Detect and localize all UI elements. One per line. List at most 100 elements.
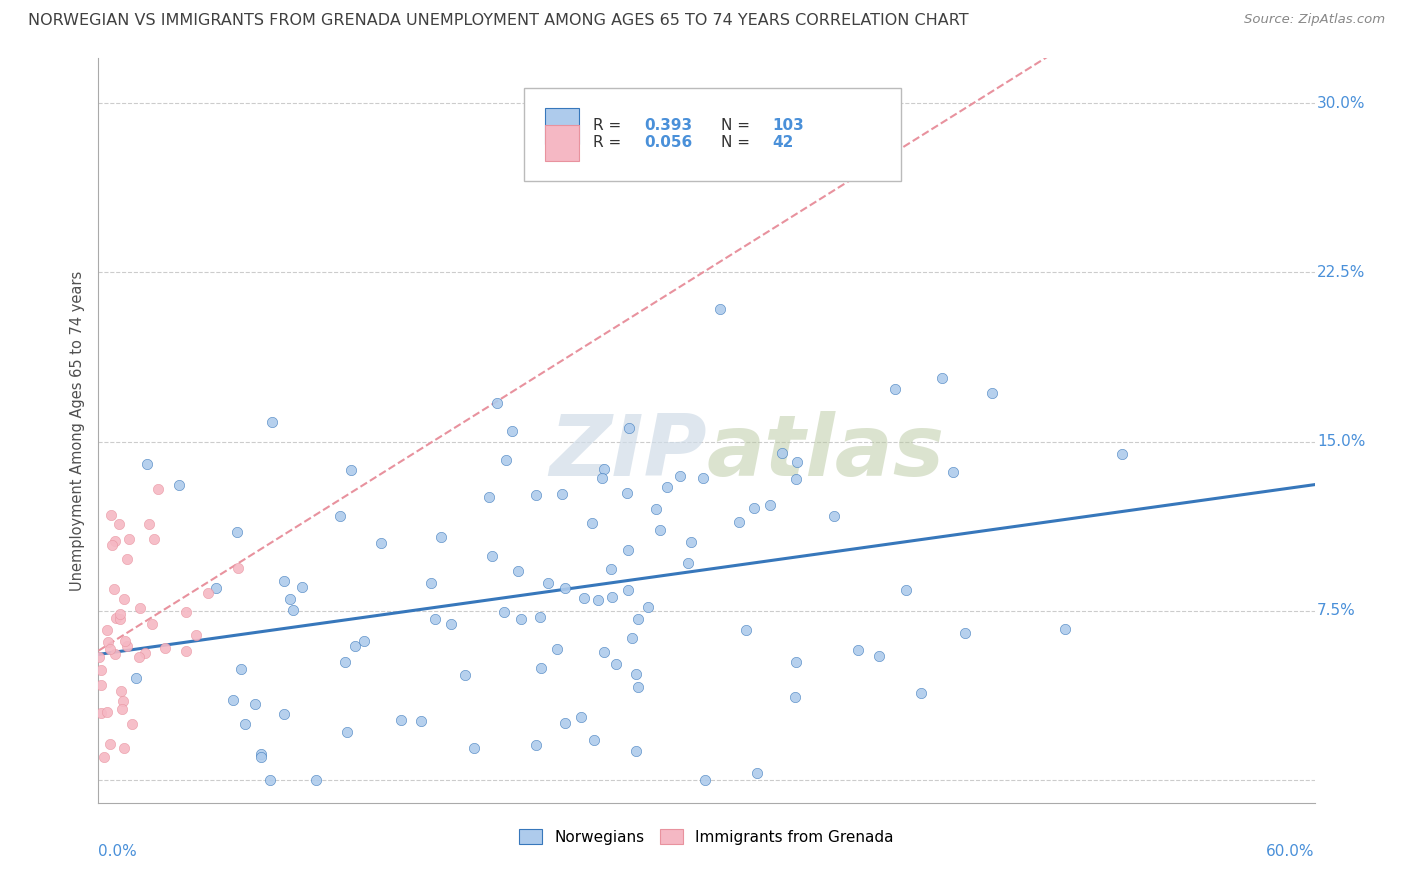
Point (226, 524, 249, 539)
Point (136, 457, 159, 471)
Point (114, 633, 136, 648)
Point (98, 642, 121, 657)
Point (537, 575, 560, 590)
Point (153, 640, 176, 655)
Point (616, 583, 638, 598)
Point (1111, 447, 1133, 461)
Text: N =: N = (721, 136, 755, 151)
Point (90, 677, 112, 691)
Point (569, 710, 592, 724)
Point (524, 488, 547, 502)
Point (115, 639, 138, 653)
Point (624, 744, 647, 758)
Point (551, 487, 574, 501)
Point (770, 445, 793, 459)
Point (591, 471, 613, 485)
Point (645, 502, 668, 516)
Point (692, 471, 714, 485)
Text: 0.0%: 0.0% (98, 844, 138, 859)
Point (785, 472, 807, 486)
Point (627, 680, 650, 694)
Text: 15.0%: 15.0% (1317, 434, 1365, 450)
Point (100, 508, 122, 523)
Point (679, 535, 702, 549)
Point (273, 574, 295, 589)
Point (510, 612, 533, 626)
Point (657, 480, 679, 494)
FancyBboxPatch shape (524, 87, 901, 181)
Point (650, 523, 672, 537)
Text: N =: N = (721, 119, 755, 133)
Point (101, 538, 124, 552)
Point (530, 660, 553, 674)
Bar (544, 125, 579, 161)
Point (409, 714, 432, 728)
Point (134, 646, 156, 660)
Point (184, 627, 207, 641)
Point (734, 623, 756, 637)
Point (112, 741, 135, 756)
Point (233, 717, 256, 731)
Point (138, 517, 160, 532)
Point (506, 564, 529, 578)
Point (747, 766, 769, 780)
Point (250, 749, 273, 764)
Point (894, 582, 917, 597)
Point (96, 623, 118, 637)
Point (676, 557, 699, 571)
Text: R =: R = (593, 119, 627, 133)
Point (709, 301, 731, 316)
Point (128, 650, 150, 665)
Point (129, 601, 152, 615)
Text: 30.0%: 30.0% (1317, 95, 1365, 111)
Text: 0.393: 0.393 (644, 119, 693, 133)
Point (110, 684, 132, 698)
Point (616, 543, 638, 558)
Point (353, 634, 375, 648)
Point (333, 655, 356, 669)
Point (440, 616, 463, 631)
Point (243, 697, 266, 711)
Point (112, 591, 135, 606)
Point (370, 535, 392, 549)
Point (592, 462, 614, 476)
Point (108, 516, 131, 531)
Point (1053, 623, 1076, 637)
Point (124, 671, 146, 685)
Point (110, 612, 132, 626)
Point (260, 415, 283, 429)
Point (98, 737, 121, 751)
Point (118, 532, 141, 546)
Text: 42: 42 (772, 136, 793, 151)
Text: Source: ZipAtlas.com: Source: ZipAtlas.com (1244, 13, 1385, 27)
Text: 60.0%: 60.0% (1267, 844, 1315, 859)
Text: 7.5%: 7.5% (1317, 604, 1355, 618)
Point (229, 662, 252, 676)
Point (620, 631, 643, 645)
Point (616, 486, 638, 500)
Point (494, 605, 516, 619)
Point (931, 371, 953, 385)
Point (581, 516, 603, 530)
Point (463, 741, 485, 756)
Point (197, 586, 219, 600)
Point (104, 648, 127, 662)
Point (343, 640, 366, 654)
Point (90, 706, 112, 720)
Point (695, 773, 717, 788)
Point (599, 562, 621, 576)
Point (485, 395, 508, 409)
Point (624, 667, 647, 681)
Point (104, 534, 127, 549)
Text: atlas: atlas (707, 411, 945, 494)
Point (600, 590, 623, 604)
Point (430, 530, 453, 544)
Point (423, 612, 446, 626)
Text: 103: 103 (772, 119, 804, 133)
Point (727, 515, 749, 529)
Point (884, 382, 907, 396)
Point (96, 705, 118, 719)
Point (305, 773, 328, 788)
Point (592, 645, 614, 659)
Text: NORWEGIAN VS IMMIGRANTS FROM GRENADA UNEMPLOYMENT AMONG AGES 65 TO 74 YEARS CORR: NORWEGIAN VS IMMIGRANTS FROM GRENADA UNE… (28, 13, 969, 29)
